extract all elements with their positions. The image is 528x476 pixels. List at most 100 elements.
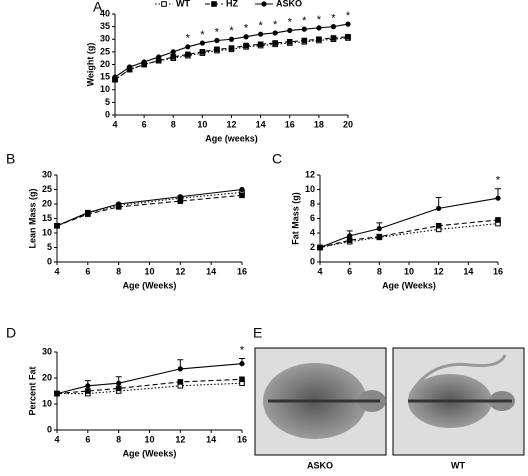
- x-tick-label: 12: [175, 266, 185, 276]
- legend-label: HZ: [226, 0, 238, 8]
- marker: [199, 49, 206, 55]
- x-axis-label: Age (weeks): [205, 133, 258, 143]
- x-tick-label: 12: [226, 119, 236, 129]
- chart: C 0 2 4 6 8 10 12 4 6 8 10 12 14 16 Age (Weeks) Fat Mass…: [272, 151, 503, 291]
- marker: [85, 388, 91, 394]
- significance-star: *: [229, 25, 234, 37]
- x-tick-label: 8: [377, 266, 382, 276]
- y-tick-label: 20: [100, 59, 110, 69]
- tail: [408, 354, 507, 396]
- marker: [435, 222, 442, 229]
- marker: [239, 376, 245, 383]
- y-axis-label: Lean Mass (g): [27, 188, 37, 248]
- x-tick-label: 12: [175, 434, 185, 444]
- x-tick-label: 4: [54, 434, 59, 444]
- x-tick-label: 14: [463, 266, 473, 276]
- legend-label: WT: [176, 0, 190, 8]
- marker: [436, 205, 442, 211]
- y-tick-label: 0: [47, 256, 52, 266]
- y-tick-label: 0: [310, 256, 315, 266]
- x-tick-label: 16: [237, 266, 247, 276]
- x-tick-label: 14: [206, 434, 216, 444]
- significance-star: *: [273, 19, 278, 31]
- y-tick-label: 2: [310, 242, 315, 252]
- y-tick-label: 15: [100, 72, 110, 82]
- significance-star: *: [244, 23, 249, 35]
- significance-star: *: [200, 29, 205, 41]
- y-tick-label: 20: [42, 372, 52, 382]
- marker: [177, 198, 184, 204]
- x-tick-label: 14: [256, 119, 266, 129]
- y-tick-label: 5: [47, 242, 52, 252]
- image-label: ASKO: [307, 460, 333, 470]
- y-tick-label: 25: [42, 184, 52, 194]
- significance-star: *: [215, 26, 220, 38]
- marker: [116, 380, 122, 386]
- marker: [185, 44, 191, 50]
- significance-star: *: [258, 20, 263, 32]
- y-tick-label: 10: [305, 184, 315, 194]
- marker: [286, 38, 293, 45]
- marker: [258, 31, 264, 37]
- image-label: WT: [451, 460, 465, 470]
- x-tick-label: 4: [317, 266, 322, 276]
- x-axis-label: Age (Weeks): [123, 280, 177, 290]
- marker: [301, 37, 308, 44]
- x-tick-label: 16: [285, 119, 295, 129]
- marker: [228, 45, 235, 51]
- panel-letter: E: [253, 325, 262, 341]
- marker: [85, 383, 91, 389]
- marker: [316, 25, 322, 31]
- marker: [330, 24, 337, 30]
- marker: [177, 379, 184, 385]
- marker: [228, 36, 235, 42]
- significance-star: *: [346, 10, 351, 22]
- marker: [272, 40, 278, 46]
- x-tick-label: 10: [197, 119, 207, 129]
- panel-letter: B: [6, 151, 15, 167]
- series-line: [56, 363, 243, 395]
- y-tick-label: 12: [305, 169, 315, 179]
- marker: [317, 244, 323, 251]
- series-line: [57, 382, 243, 395]
- x-tick-label: 6: [347, 266, 352, 276]
- marker: [116, 201, 122, 207]
- marker: [347, 233, 353, 239]
- y-tick-label: 25: [100, 46, 110, 56]
- y-tick-label: 40: [100, 8, 110, 18]
- marker: [346, 237, 353, 244]
- marker: [156, 54, 162, 60]
- significance-star: *: [240, 344, 245, 356]
- marker: [345, 21, 351, 27]
- image-panel: E ASKO WT: [253, 325, 525, 470]
- marker: [54, 391, 60, 397]
- series-line: [319, 219, 499, 249]
- y-tick-label: 15: [42, 213, 52, 223]
- significance-star: *: [317, 14, 322, 26]
- marker: [211, 1, 217, 7]
- y-tick-label: 0: [47, 424, 52, 434]
- x-tick-label: 18: [314, 119, 324, 129]
- x-tick-label: 10: [144, 434, 154, 444]
- x-tick-label: 16: [237, 434, 247, 444]
- marker: [54, 223, 60, 229]
- x-tick-label: 6: [142, 119, 147, 129]
- y-tick-label: 30: [42, 169, 52, 179]
- y-tick-label: 6: [310, 213, 315, 223]
- significance-star: *: [331, 13, 336, 25]
- marker: [199, 40, 205, 46]
- chart: B 0 5 10 15 20 25 30 4 6 8 10 12 14 16 Age (Weeks) Lean …: [6, 151, 247, 291]
- x-tick-label: 4: [54, 266, 59, 276]
- y-tick-label: 10: [42, 227, 52, 237]
- x-tick-label: 8: [116, 266, 121, 276]
- marker: [376, 233, 383, 240]
- marker: [243, 42, 249, 49]
- x-tick-label: 6: [85, 266, 90, 276]
- legend-label: ASKO: [276, 0, 302, 8]
- y-tick-label: 35: [100, 21, 110, 31]
- marker: [112, 74, 118, 80]
- x-tick-label: 14: [206, 266, 216, 276]
- marker: [316, 36, 322, 43]
- marker: [345, 33, 351, 40]
